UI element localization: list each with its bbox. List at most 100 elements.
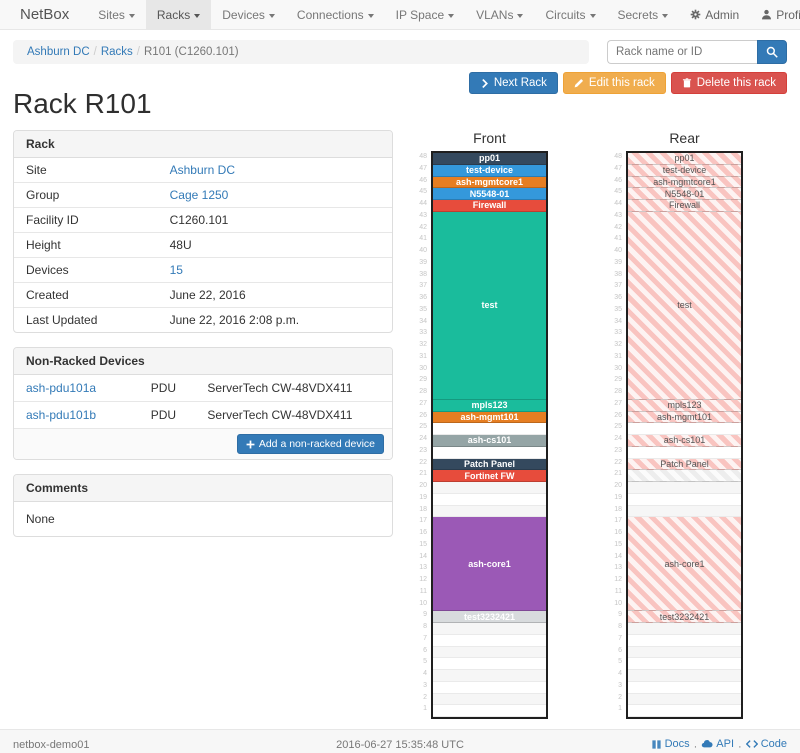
rack-unit-empty — [433, 482, 546, 494]
nav-item-racks[interactable]: Racks — [145, 0, 212, 29]
rack-device-pp01[interactable]: pp01 — [433, 153, 546, 165]
device-link[interactable]: ash-pdu101b — [26, 408, 97, 422]
rack-device-test-device[interactable]: test-device — [433, 164, 546, 177]
front-rack-frame: pp01 test-device ash-mgmtcore1 N5548-01 Fire… — [431, 151, 548, 719]
rack-unit-empty — [433, 623, 546, 635]
device-link[interactable]: ash-pdu101a — [26, 381, 97, 395]
rack-unit-empty — [433, 634, 546, 647]
table-row: Height 48U — [14, 232, 392, 258]
nav-item-profile[interactable]: Profile — [750, 0, 800, 29]
unit-number: 15 — [614, 540, 622, 548]
rack-unit-empty — [433, 423, 546, 435]
rack-panel: Rack Site Ashburn DC Group Cage 1250 Facilit… — [13, 130, 393, 333]
rack-device-ash-core1[interactable]: ash-core1 — [433, 517, 546, 612]
attr-label: Height — [14, 232, 158, 258]
nav-item-admin[interactable]: Admin — [679, 0, 750, 29]
nav-item-ip-space[interactable]: IP Space — [385, 0, 465, 29]
attr-label: Group — [14, 182, 158, 208]
rack-unit-empty — [433, 693, 546, 706]
rack-device-test[interactable]: test — [433, 211, 546, 400]
delete-rack-button[interactable]: Delete this rack — [670, 72, 787, 94]
unit-number: 34 — [614, 317, 622, 325]
unit-number: 10 — [614, 599, 622, 607]
unit-number: 7 — [423, 634, 427, 642]
unit-number: 24 — [614, 435, 622, 442]
rack-device-firewall[interactable]: Firewall — [433, 200, 546, 212]
unit-number: 41 — [419, 235, 427, 243]
device-name-cell: ash-pdu101a — [14, 375, 139, 402]
rack-device-test3232421[interactable]: test3232421 — [433, 611, 546, 623]
rack-device-ash-mgmt101[interactable]: ash-mgmt101 — [433, 411, 546, 424]
caret-down-icon — [589, 13, 596, 18]
rack-unit-empty — [628, 681, 741, 694]
unit-number: 39 — [614, 258, 622, 266]
rack-unit-empty — [628, 658, 741, 670]
brand-logo[interactable]: NetBox — [20, 6, 70, 23]
unit-number: 4 — [423, 670, 427, 677]
device-name-cell: ash-pdu101b — [14, 401, 139, 428]
caret-down-icon — [268, 13, 275, 18]
table-row: Site Ashburn DC — [14, 158, 392, 183]
rack-panel-title: Rack — [14, 131, 392, 158]
search-input[interactable] — [607, 40, 757, 64]
device-model-cell: ServerTech CW-48VDX411 — [207, 381, 353, 395]
nav-item-circuits[interactable]: Circuits — [534, 0, 606, 29]
rack-device-ash-mgmtcore1: ash-mgmtcore1 — [628, 176, 741, 189]
table-row: ash-pdu101a PDU ServerTech CW-48VDX411 — [14, 375, 392, 402]
code-icon — [745, 738, 758, 750]
footer-link-docs[interactable]: Docs — [651, 738, 690, 750]
unit-number: 9 — [423, 611, 427, 619]
unit-number: 21 — [419, 470, 427, 478]
table-row: Facility ID C1260.101 — [14, 207, 392, 233]
unit-number: 32 — [614, 341, 622, 348]
rack-device-mpls123[interactable]: mpls123 — [433, 399, 546, 412]
attr-value-link[interactable]: Ashburn DC — [169, 163, 235, 177]
next-rack-button[interactable]: Next Rack — [468, 72, 558, 94]
search-button[interactable] — [757, 40, 787, 64]
unit-number: 37 — [419, 282, 427, 290]
device-type-cell: PDU — [138, 401, 196, 428]
footer-link-code[interactable]: Code — [745, 738, 787, 750]
rack-device-pp01: pp01 — [628, 153, 741, 165]
attr-value: 15 — [157, 257, 392, 283]
unit-number: 18 — [419, 505, 427, 513]
plus-icon — [246, 440, 255, 449]
nav-item-sites[interactable]: Sites — [87, 0, 146, 29]
unit-number: 35 — [614, 305, 622, 313]
rack-unit-empty — [628, 646, 741, 659]
breadcrumb-item[interactable]: Ashburn DC — [27, 46, 90, 58]
attr-value-link[interactable]: 15 — [169, 263, 183, 277]
user-icon — [761, 9, 772, 20]
unit-number: 12 — [419, 576, 427, 583]
nav-item-connections[interactable]: Connections — [286, 0, 385, 29]
unit-number: 3 — [423, 681, 427, 689]
nav-item-devices[interactable]: Devices — [211, 0, 286, 29]
unit-number: 26 — [614, 411, 622, 419]
rack-device-fortinet-fw[interactable]: Fortinet FW — [433, 470, 546, 482]
attr-label: Created — [14, 282, 158, 308]
breadcrumb-item[interactable]: Racks — [100, 46, 133, 58]
unit-number: 17 — [419, 517, 427, 525]
attr-label: Site — [26, 163, 47, 177]
unit-number: 11 — [419, 587, 427, 595]
unit-number: 43 — [614, 211, 622, 219]
unit-number: 7 — [618, 634, 622, 642]
nav-item-vlans[interactable]: VLANs — [465, 0, 534, 29]
unit-number: 18 — [614, 505, 622, 513]
nav-item-secrets[interactable]: Secrets — [607, 0, 680, 29]
footer-link-api[interactable]: API — [701, 738, 734, 750]
unit-number: 36 — [614, 294, 622, 301]
rack-device-ash-mgmtcore1[interactable]: ash-mgmtcore1 — [433, 176, 546, 189]
nav-right: AdminProfileLog out — [679, 0, 800, 29]
unit-number: 5 — [618, 658, 622, 666]
breadcrumb-row: Ashburn DC / Racks / R101 (C1260.101) — [13, 40, 787, 64]
rack-device-n5548-01[interactable]: N5548-01 — [433, 188, 546, 200]
rack-device-ash-cs101[interactable]: ash-cs101 — [433, 435, 546, 447]
unit-number: 38 — [614, 270, 622, 278]
edit-rack-button[interactable]: Edit this rack — [562, 72, 666, 94]
attr-value-link[interactable]: Cage 1250 — [169, 188, 229, 202]
unit-number: 12 — [614, 576, 622, 583]
add-non-racked-device-button[interactable]: Add a non-racked device — [236, 434, 384, 454]
rack-device-patch-panel[interactable]: Patch Panel — [433, 458, 546, 471]
rack-unit-empty — [433, 446, 546, 459]
